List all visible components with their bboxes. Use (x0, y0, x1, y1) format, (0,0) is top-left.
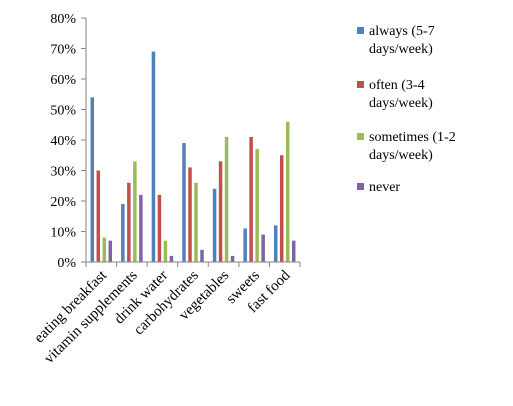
bar-never-0 (108, 240, 113, 262)
bar-always-4 (212, 188, 217, 262)
legend-label: always (5-7 (369, 24, 435, 39)
y-tick-label: 10% (50, 226, 76, 241)
legend: always (5-7 days/week) often (3-4 days/week… (357, 24, 456, 195)
bar-often-0 (96, 170, 101, 262)
bars (90, 51, 296, 262)
legend-label: days/week) (369, 42, 433, 57)
bar-always-0 (90, 97, 95, 262)
bar-sometimes-4 (224, 136, 229, 262)
bar-often-2 (157, 194, 162, 262)
y-tick-label: 60% (50, 73, 76, 88)
y-tick-label: 80% (50, 12, 76, 27)
bar-sometimes-0 (102, 237, 107, 262)
legend-label: often (3-4 (369, 78, 425, 93)
bar-sometimes-5 (255, 149, 259, 262)
bar-always-3 (182, 143, 186, 262)
legend-label: never (369, 180, 400, 195)
legend-label: days/week) (369, 96, 433, 111)
bar-often-3 (188, 167, 192, 262)
y-tick-label: 70% (50, 43, 76, 58)
bar-never-2 (169, 255, 174, 262)
bar-always-1 (121, 204, 125, 262)
bar-often-1 (127, 182, 131, 262)
y-tick-label: 20% (50, 195, 76, 210)
y-tick-label: 30% (50, 165, 76, 180)
bar-never-6 (291, 240, 296, 262)
bar-sometimes-1 (133, 161, 137, 262)
legend-swatch (357, 81, 364, 88)
bar-always-6 (273, 225, 278, 262)
y-tick-label: 50% (50, 104, 76, 119)
y-tick-label: 40% (50, 134, 76, 149)
bar-never-4 (230, 255, 235, 262)
legend-label: sometimes (1-2 (369, 130, 456, 145)
bar-always-5 (243, 228, 247, 262)
bar-always-2 (151, 51, 156, 262)
bar-often-4 (218, 161, 223, 262)
legend-label: days/week) (369, 148, 433, 163)
bar-never-1 (139, 194, 143, 262)
bar-often-5 (249, 136, 253, 262)
bar-sometimes-6 (285, 121, 290, 262)
legend-swatch (357, 27, 364, 34)
legend-swatch (357, 133, 364, 140)
bar-never-3 (200, 249, 204, 262)
legend-swatch (357, 183, 364, 190)
y-axis: 0% 10% 20% 30% 40% 50% 60% 70% 80% (50, 12, 87, 271)
y-tick-label: 0% (57, 256, 76, 271)
bar-sometimes-2 (163, 240, 168, 262)
bar-often-6 (279, 155, 284, 262)
bar-never-5 (261, 234, 265, 262)
bar-sometimes-3 (194, 182, 198, 262)
